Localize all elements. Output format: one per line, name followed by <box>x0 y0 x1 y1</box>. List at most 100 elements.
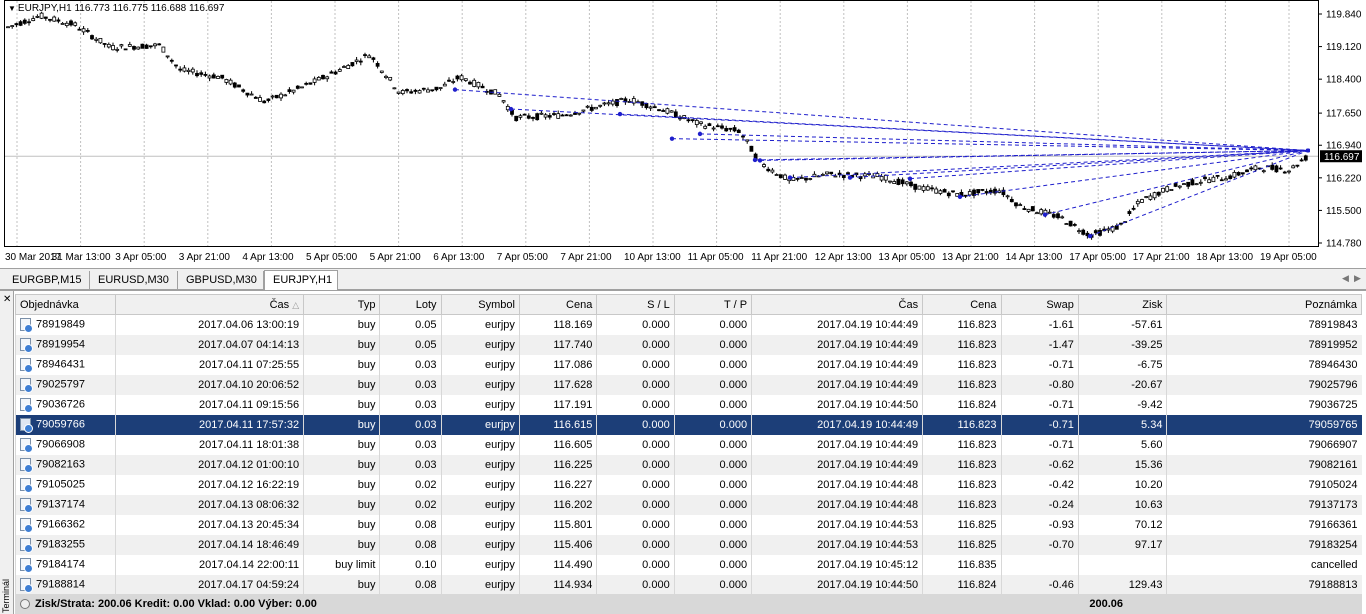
cell-close-price: 116.823 <box>922 414 1001 435</box>
candle-body <box>564 114 569 117</box>
table-row[interactable]: 79188814 2017.04.17 04:59:24 buy 0.08 eurjpy… <box>15 574 1362 595</box>
candle-body <box>203 74 208 76</box>
cell-open-price: 116.225 <box>518 454 597 475</box>
candle-body <box>1219 179 1224 182</box>
table-row[interactable]: 79066908 2017.04.11 18:01:38 buy 0.03 eurjpy… <box>15 434 1362 455</box>
col-header-close-time[interactable]: Čas <box>751 294 924 315</box>
tab-eurgbp-m15[interactable]: EURGBP,M15 <box>4 271 90 290</box>
col-header-tp[interactable]: T / P <box>673 294 753 315</box>
table-row[interactable]: 79036726 2017.04.11 09:15:56 buy 0.03 eurjpy… <box>15 394 1362 415</box>
trade-open-marker <box>1042 212 1048 217</box>
order-document-icon <box>20 418 33 433</box>
cell-close-price: 116.823 <box>922 374 1001 395</box>
table-row[interactable]: 79082163 2017.04.12 01:00:10 buy 0.03 eurjpy… <box>15 454 1362 475</box>
col-header-lots[interactable]: Loty <box>379 294 442 315</box>
candle-body <box>367 55 372 59</box>
col-header-profit[interactable]: Zisk <box>1077 294 1168 315</box>
candle-body <box>1190 179 1195 186</box>
cell-open-price: 117.191 <box>518 394 597 415</box>
candle-body <box>304 82 309 85</box>
cell-symbol: eurjpy <box>440 514 520 535</box>
cell-text: 79059766 <box>36 418 85 431</box>
cell-lots: 0.02 <box>379 474 442 495</box>
candle-body <box>640 101 645 106</box>
table-header-row: Objednávka Čas △ Typ Loty Symbol Cena S … <box>15 294 1362 315</box>
cell-close-time: 2017.04.19 10:44:49 <box>751 354 923 375</box>
col-header-open-price[interactable]: Cena <box>518 294 598 315</box>
table-row[interactable]: 79183255 2017.04.14 18:46:49 buy 0.08 eurjpy… <box>15 534 1362 555</box>
candle-body <box>556 113 561 119</box>
candle-body <box>18 21 23 26</box>
orders-table: Objednávka Čas △ Typ Loty Symbol Cena S … <box>15 294 1362 595</box>
candle-body <box>972 189 976 196</box>
cell-close-time: 2017.04.19 10:44:48 <box>751 474 923 495</box>
tab-eurjpy-h1[interactable]: EURJPY,H1 <box>264 270 338 291</box>
tab-scroll-right-icon[interactable]: ▶ <box>1354 273 1361 283</box>
close-icon[interactable]: ✕ <box>3 294 12 305</box>
candle-body <box>442 83 447 87</box>
cell-stop-loss: 0.000 <box>596 494 675 515</box>
candle-body <box>694 120 699 125</box>
trade-open-marker <box>1087 233 1093 239</box>
col-header-open-time[interactable]: Čas △ <box>114 294 305 315</box>
tab-scroll-left-icon[interactable]: ◀ <box>1342 273 1349 283</box>
col-header-symbol[interactable]: Symbol <box>440 294 520 315</box>
tab-gbpusd-m30[interactable]: GBPUSD,M30 <box>178 271 264 290</box>
col-header-sl[interactable]: S / L <box>596 294 675 315</box>
cell-stop-loss: 0.000 <box>596 554 675 575</box>
table-row[interactable]: 79105025 2017.04.12 16:22:19 buy 0.02 eurjpy… <box>15 474 1362 495</box>
candle-body <box>48 18 52 21</box>
dropdown-triangle-icon[interactable]: ▼ <box>8 4 16 13</box>
cell-close-price: 116.823 <box>922 334 1001 355</box>
cell-order-id: 79036726 <box>15 394 116 415</box>
cell-order-id: 78919954 <box>15 334 116 355</box>
candle-body <box>846 172 850 175</box>
table-row[interactable]: 79166362 2017.04.13 20:45:34 buy 0.08 eurjpy… <box>15 514 1362 535</box>
table-row[interactable]: 79025797 2017.04.10 20:06:52 buy 0.03 eurjpy… <box>15 374 1362 395</box>
trade-history-line <box>1044 149 1309 216</box>
table-row[interactable]: 78946431 2017.04.11 07:25:55 buy 0.03 eurjpy… <box>15 354 1362 375</box>
col-header-close-price[interactable]: Cena <box>922 294 1002 315</box>
tab-eurusd-m30[interactable]: EURUSD,M30 <box>90 271 178 290</box>
sort-ascending-icon: △ <box>292 299 300 310</box>
col-header-order[interactable]: Objednávka <box>15 294 116 315</box>
trade-history-line <box>671 138 1309 152</box>
cell-open-time: 2017.04.12 01:00:10 <box>114 454 304 475</box>
candle-body <box>1051 214 1056 218</box>
tab-label: GBPUSD,M30 <box>186 274 257 286</box>
price-chart[interactable]: 30 Mar 2017 31 Mar 13:00 3 Apr 05:00 3 Apr … <box>0 0 1366 268</box>
chart-tab-bar: EURGBP,M15 EURUSD,M30 GBPUSD,M30 EURJPY,… <box>0 268 1366 291</box>
cell-profit: -20.67 <box>1077 374 1167 395</box>
cell-close-price: 116.825 <box>922 534 1001 555</box>
table-row[interactable]: 79137174 2017.04.13 08:06:32 buy 0.02 eurjpy… <box>15 494 1362 515</box>
candle-body <box>321 74 325 80</box>
cell-open-price: 114.934 <box>518 574 597 595</box>
candle-body <box>820 174 825 176</box>
cell-profit: 10.63 <box>1077 494 1167 515</box>
col-header-type[interactable]: Typ <box>303 294 381 315</box>
candle-body <box>102 43 107 45</box>
cell-stop-loss: 0.000 <box>596 414 675 435</box>
table-row[interactable]: 79059766 2017.04.11 17:57:32 buy 0.03 eurjpy… <box>15 414 1362 435</box>
candle-body <box>1018 204 1023 207</box>
candle-body <box>405 89 409 92</box>
table-row[interactable]: 78919849 2017.04.06 13:00:19 buy 0.05 eurjpy… <box>15 314 1362 335</box>
candle-body <box>237 84 241 88</box>
candle-body <box>526 115 531 119</box>
cell-close-time: 2017.04.19 10:44:50 <box>751 394 923 415</box>
candle-body <box>1026 208 1031 212</box>
table-row[interactable]: 78919954 2017.04.07 04:14:13 buy 0.05 eurjpy… <box>15 334 1362 355</box>
col-header-swap[interactable]: Swap <box>1000 294 1079 315</box>
candle-body <box>6 26 10 29</box>
candle-body <box>417 90 422 94</box>
cell-profit: 5.60 <box>1077 434 1167 455</box>
table-row[interactable]: 79184174 2017.04.14 22:00:11 buy limit 0.10… <box>15 554 1362 575</box>
candle-body <box>661 110 666 112</box>
candle-body <box>732 127 737 132</box>
candle-body <box>195 72 199 77</box>
time-axis-label: 31 Mar 13:00 <box>52 252 111 263</box>
col-header-comment[interactable]: Poznámka <box>1166 294 1362 315</box>
cell-text: 79036726 <box>36 398 85 411</box>
cell-open-time: 2017.04.13 20:45:34 <box>114 514 304 535</box>
